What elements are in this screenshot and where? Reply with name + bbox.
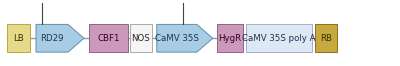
Polygon shape bbox=[246, 24, 312, 52]
Text: $\mathit{Hind}$III: $\mathit{Hind}$III bbox=[168, 0, 198, 2]
Text: CaMV 35S poly A: CaMV 35S poly A bbox=[242, 34, 316, 43]
Polygon shape bbox=[315, 24, 337, 52]
Text: CBF1: CBF1 bbox=[97, 34, 120, 43]
Polygon shape bbox=[36, 24, 84, 52]
Polygon shape bbox=[89, 24, 128, 52]
Text: RB: RB bbox=[320, 34, 332, 43]
Text: NOS: NOS bbox=[132, 34, 150, 43]
Text: CaMV 35S: CaMV 35S bbox=[155, 34, 199, 43]
Text: RD29: RD29 bbox=[40, 34, 64, 43]
Text: LB: LB bbox=[14, 34, 24, 43]
Polygon shape bbox=[7, 24, 30, 52]
Polygon shape bbox=[130, 24, 152, 52]
Text: $\mathit{Sbf}$I: $\mathit{Sbf}$I bbox=[32, 0, 51, 2]
Text: HygR: HygR bbox=[218, 34, 241, 43]
Polygon shape bbox=[217, 24, 243, 52]
Polygon shape bbox=[157, 24, 213, 52]
